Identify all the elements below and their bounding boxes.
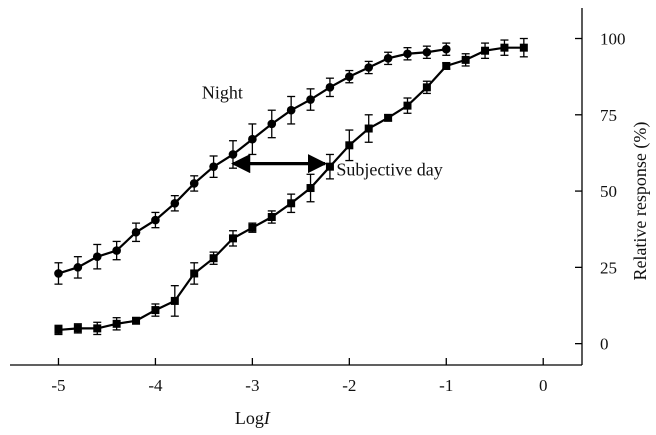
series-line — [58, 46, 524, 332]
data-point-square — [325, 162, 334, 171]
data-point-square — [170, 296, 179, 305]
data-point-square — [54, 325, 63, 334]
data-point-circle — [267, 119, 277, 129]
data-point-circle — [364, 63, 374, 72]
plot-area — [54, 37, 528, 336]
data-point-square — [287, 199, 296, 208]
y-tick-label: 0 — [600, 335, 609, 354]
x-axis-title: LogI — [235, 408, 271, 428]
data-point-square — [73, 324, 82, 333]
data-point-square — [500, 43, 509, 52]
data-point-circle — [345, 72, 354, 81]
data-point-square — [384, 113, 393, 122]
data-point-square — [345, 141, 354, 150]
data-point-square — [93, 324, 102, 333]
data-point-circle — [306, 95, 315, 104]
data-point-square — [228, 234, 237, 243]
data-point-circle — [403, 49, 412, 59]
data-point-circle — [92, 252, 102, 261]
y-ticks: 0 25 50 75 100 — [575, 30, 626, 354]
data-point-square — [267, 213, 276, 222]
series-night — [54, 42, 451, 285]
data-point-square — [364, 124, 373, 133]
data-point-square — [306, 184, 315, 193]
x-ticks: -5 -4 -3 -2 -1 0 — [51, 358, 547, 395]
series-subjective-day — [54, 37, 528, 336]
x-tick-label: -2 — [342, 376, 356, 395]
data-point-circle — [170, 198, 180, 208]
x-axis-title-var: I — [263, 408, 271, 428]
data-point-square — [461, 55, 470, 64]
annotations: Night Subjective day — [202, 82, 443, 179]
x-axis-title-prefix: Log — [235, 408, 264, 428]
data-point-circle — [54, 269, 63, 278]
data-point-square — [248, 223, 257, 232]
y-tick-label: 75 — [600, 106, 617, 125]
data-point-circle — [228, 150, 238, 159]
data-point-circle — [151, 215, 160, 225]
data-point-circle — [422, 47, 432, 57]
y-axis-title: Relative response (%) — [630, 122, 651, 281]
data-point-square — [519, 43, 528, 52]
axes: -5 -4 -3 -2 -1 0 0 25 50 75 100 — [10, 8, 626, 395]
data-point-square — [112, 319, 121, 328]
x-tick-label: -4 — [148, 376, 163, 395]
data-point-circle — [286, 105, 296, 115]
night-series-label: Night — [202, 82, 243, 102]
x-tick-label: -1 — [439, 376, 453, 395]
data-point-circle — [131, 227, 141, 237]
subjective-day-series-label: Subjective day — [336, 160, 442, 180]
y-tick-label: 50 — [600, 182, 617, 201]
data-point-circle — [112, 246, 121, 255]
x-tick-label: -3 — [245, 376, 259, 395]
data-point-circle — [73, 263, 83, 272]
x-tick-label: -5 — [51, 376, 65, 395]
data-point-square — [132, 316, 141, 325]
data-point-circle — [325, 83, 335, 92]
data-point-square — [209, 254, 218, 263]
data-point-square — [481, 46, 490, 55]
data-point-circle — [248, 134, 257, 144]
data-point-circle — [189, 179, 199, 188]
data-point-circle — [209, 162, 218, 171]
y-tick-label: 25 — [600, 258, 617, 277]
y-tick-label: 100 — [600, 30, 626, 49]
data-point-circle — [441, 44, 451, 54]
data-point-square — [190, 269, 199, 278]
x-tick-label: 0 — [539, 376, 548, 395]
data-point-square — [151, 306, 160, 315]
data-point-square — [422, 83, 431, 92]
data-point-circle — [383, 54, 393, 63]
data-point-square — [442, 61, 451, 70]
data-point-square — [403, 101, 412, 110]
